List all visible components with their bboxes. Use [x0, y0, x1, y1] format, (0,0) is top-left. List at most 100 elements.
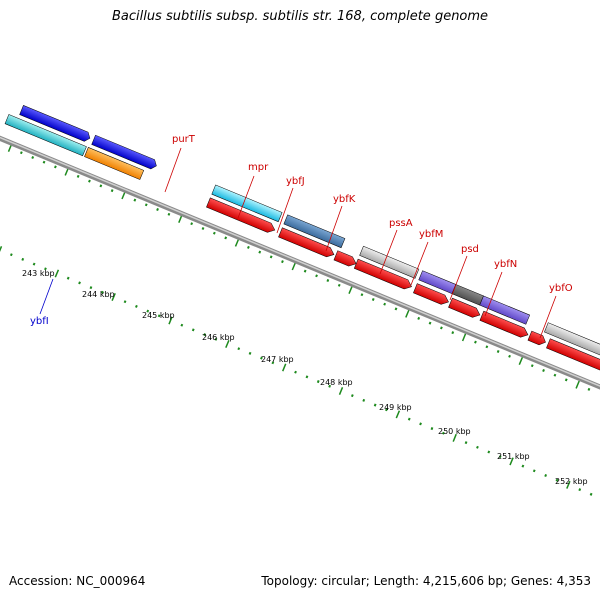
scale-tick-10	[111, 293, 116, 301]
scale-tick-43	[487, 450, 491, 454]
scale-tick-52	[589, 492, 593, 496]
feature-teal	[4, 114, 87, 157]
leader-ybfJ	[276, 187, 294, 234]
scale-tick-11	[123, 300, 127, 304]
scale-tick-21	[237, 347, 241, 351]
outer-tick-5	[64, 167, 69, 176]
scale-tick-24	[271, 361, 275, 365]
gene-label-pssA: pssA	[389, 218, 413, 229]
scale-tick-19	[214, 337, 218, 341]
scale-label-246: 246 kbp	[202, 333, 235, 342]
scale-tick-38	[430, 427, 434, 431]
outer-tick-19	[224, 236, 228, 240]
feature-purT	[211, 184, 283, 223]
feature-orange-left	[84, 147, 145, 180]
outer-tick-43	[496, 350, 500, 353]
scale-tick-37	[419, 422, 422, 426]
scale-tick-30	[338, 387, 344, 395]
scale-tick-31	[350, 394, 354, 398]
gene-label-mpr: mpr	[248, 162, 269, 173]
outer-tick-36	[417, 316, 421, 320]
scale-label-251: 251 kbp	[497, 452, 530, 461]
outer-tick-32	[371, 298, 375, 301]
arrow-ybfO	[546, 338, 600, 378]
scale-label-243: 243 kbp	[22, 269, 55, 278]
outer-tick-24	[281, 260, 284, 264]
scale-tick-48	[544, 474, 548, 477]
scale-tick-7	[78, 281, 81, 285]
outer-tick-44	[508, 354, 511, 358]
outer-tick-15	[178, 215, 183, 223]
outer-tick-18	[212, 231, 216, 235]
outer-tick-7	[88, 179, 91, 183]
feature-ybfO	[544, 322, 600, 368]
leader-purT	[164, 147, 182, 193]
gene-label-ybfM: ybfM	[419, 229, 443, 240]
arrow-purT	[206, 197, 276, 233]
feature-reverse-blue	[91, 134, 157, 170]
outer-tick-27	[315, 274, 318, 278]
leader-ybfI	[39, 278, 54, 315]
outer-tick-51	[587, 387, 591, 391]
scale-tick-26	[294, 370, 297, 374]
gene-label-psd: psd	[461, 244, 479, 255]
gene-label-leaders	[39, 147, 557, 339]
scale-tick-3	[32, 262, 36, 266]
outer-tick-ring	[7, 144, 591, 391]
outer-tick-37	[428, 321, 432, 325]
scale-tick-13	[146, 309, 150, 313]
outer-tick-33	[383, 302, 387, 306]
leader-pssA	[379, 229, 398, 275]
feature-ybfI-region	[19, 105, 91, 142]
outer-tick-49	[564, 378, 568, 382]
scale-tick-17	[191, 328, 195, 332]
scale-label-248: 248 kbp	[320, 378, 353, 387]
scale-tick-44	[498, 455, 502, 459]
scale-tick-5	[54, 269, 60, 278]
scale-tick-4	[44, 267, 47, 271]
outer-tick-41	[474, 340, 477, 344]
outer-tick-3	[42, 160, 46, 164]
feature-psd	[479, 295, 531, 325]
scale-tick-23	[260, 356, 263, 360]
gene-label-ybfJ: ybfJ	[286, 176, 305, 187]
scale-label-250: 250 kbp	[438, 427, 471, 436]
outer-tick-6	[76, 174, 80, 178]
scale-tick-ring	[0, 246, 593, 496]
scale-label-244: 244 kbp	[82, 290, 115, 299]
outer-tick-9	[110, 189, 114, 193]
scale-tick-40	[452, 433, 457, 442]
gene-label-ybfN: ybfN	[494, 259, 517, 270]
leader-ybfO	[539, 295, 557, 339]
outer-tick-39	[451, 331, 455, 335]
outer-tick-11	[133, 198, 137, 202]
accession-text: Accession: NC_000964	[9, 574, 146, 588]
genome-summary-text: Topology: circular; Length: 4,215,606 bp…	[261, 574, 591, 588]
scale-tick-51	[578, 488, 582, 492]
arrow-ybfM	[448, 297, 481, 318]
scale-tick-34	[385, 408, 388, 412]
scale-label-249: 249 kbp	[379, 403, 412, 412]
scale-tick-15	[168, 316, 173, 325]
outer-tick-16	[190, 222, 194, 226]
outer-tick-23	[269, 255, 273, 259]
arrow-pssA	[413, 283, 449, 305]
outer-tick-2	[31, 155, 35, 160]
outer-tick-31	[360, 293, 364, 297]
scale-tick-22	[248, 351, 252, 355]
scale-tick-12	[134, 304, 138, 308]
scale-tick-18	[203, 333, 207, 337]
scale-tick-32	[362, 398, 366, 402]
scale-tick-46	[521, 464, 525, 468]
outer-tick-46	[530, 364, 534, 368]
scale-tick-27	[305, 375, 309, 379]
outer-tick-12	[144, 203, 148, 207]
scale-label-245: 245 kbp	[142, 311, 175, 320]
leader-psd	[449, 255, 468, 301]
scale-tick-6	[66, 276, 70, 280]
scale-tick-16	[180, 323, 184, 327]
scale-tick-36	[407, 417, 411, 421]
scale-tick-41	[464, 441, 468, 445]
gene-label-purT: purT	[172, 134, 196, 145]
